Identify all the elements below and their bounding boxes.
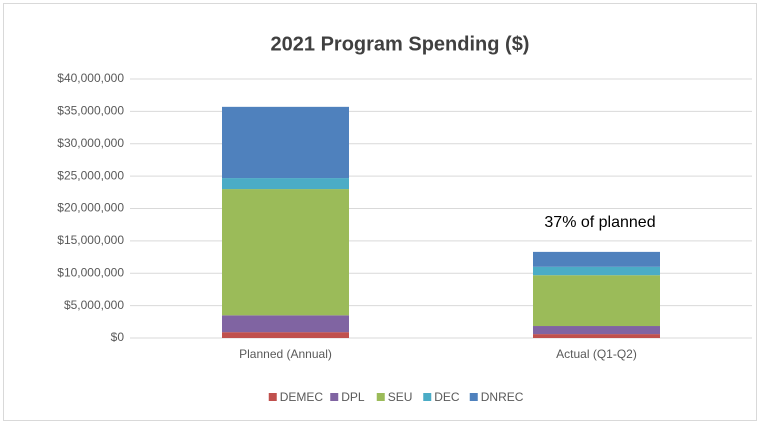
x-tick-label: Planned (Annual) xyxy=(239,347,332,361)
bar-segment xyxy=(533,266,660,276)
bar-segment xyxy=(533,275,660,327)
y-tick-label: $30,000,000 xyxy=(57,136,124,150)
legend-label: DEC xyxy=(434,390,460,404)
legend-swatch xyxy=(330,393,339,401)
y-tick-label: $0 xyxy=(111,330,125,344)
legend-swatch xyxy=(423,393,432,401)
bar-segment xyxy=(222,315,349,333)
y-tick-label: $5,000,000 xyxy=(64,298,124,312)
bar-segment xyxy=(222,178,349,190)
legend-swatch xyxy=(469,393,478,401)
bar-segment xyxy=(533,334,660,338)
bar-segment xyxy=(533,326,660,335)
chart-border xyxy=(3,3,757,421)
bar-segment xyxy=(222,332,349,338)
annotation: 37% of planned xyxy=(544,214,655,231)
bar-segment xyxy=(533,251,660,267)
legend-swatch xyxy=(376,393,385,401)
legend-label: SEU xyxy=(388,390,413,404)
y-tick-label: $20,000,000 xyxy=(57,201,124,215)
y-tick-label: $15,000,000 xyxy=(57,233,124,247)
bar-segment xyxy=(222,106,349,179)
legend-label: DEMEC xyxy=(280,390,324,404)
chart-title: 2021 Program Spending ($) xyxy=(271,33,530,55)
y-tick-label: $35,000,000 xyxy=(57,104,124,118)
x-tick-label: Actual (Q1-Q2) xyxy=(556,347,637,361)
y-tick-label: $40,000,000 xyxy=(57,71,124,85)
y-tick-label: $25,000,000 xyxy=(57,168,124,182)
legend-label: DNREC xyxy=(481,390,524,404)
y-tick-label: $10,000,000 xyxy=(57,265,124,279)
bar-segment xyxy=(222,189,349,316)
legend-swatch xyxy=(268,393,277,401)
legend-label: DPL xyxy=(341,390,365,404)
